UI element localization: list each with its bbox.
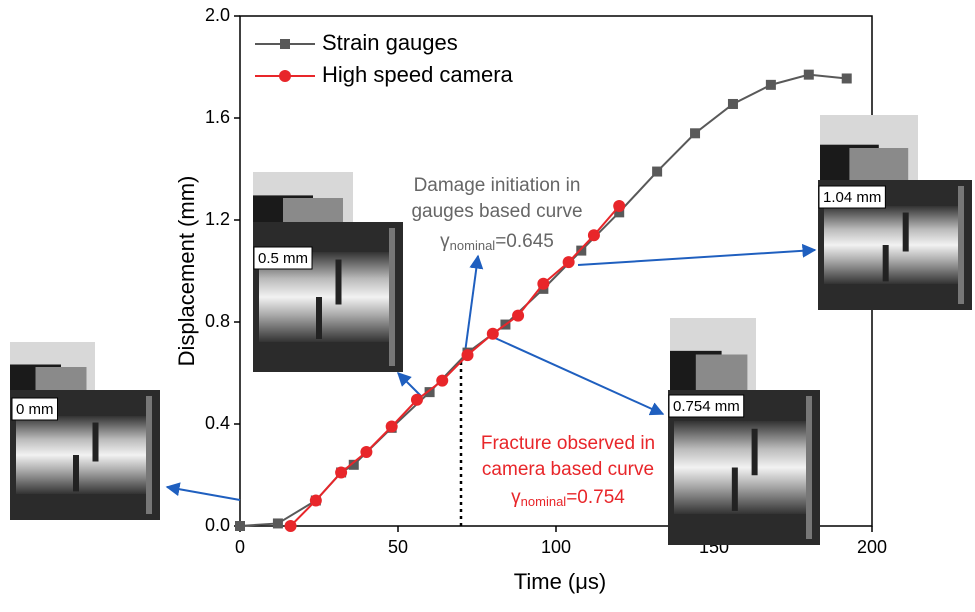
annotation-line: Damage initiation in [414,175,581,196]
image-top-speckle [283,198,343,224]
annotation-line: Fracture observed in [481,433,655,454]
image-notch [731,467,738,511]
marker [512,309,525,322]
annotation-gamma: γnominal=0.754 [511,487,625,509]
specimen-image: 0.754 mm [668,318,820,545]
image-label: 0.5 mm [258,250,308,267]
pointer-arrow [165,482,241,501]
marker [486,327,499,340]
image-notch [751,428,758,476]
marker [690,128,701,139]
y-tick-label: 0.0 [205,515,230,535]
image-label: 0 mm [16,401,54,418]
marker [652,166,663,177]
y-tick-label: 0.8 [205,311,230,331]
y-tick-label: 1.2 [205,209,230,229]
legend-label: High speed camera [322,62,514,87]
marker [436,374,449,387]
value: =0.754 [566,487,625,508]
marker [424,387,435,398]
marker [587,229,600,242]
marker [410,393,423,406]
marker [576,245,587,256]
subscript: nominal [521,494,567,509]
marker [360,446,373,459]
image-label-box [818,185,886,209]
image-band [674,421,808,514]
image-notch [335,259,342,305]
image-label-box [11,397,58,421]
x-tick-label: 100 [541,537,571,557]
image-band [16,416,148,494]
marker [309,494,322,507]
symbol: γ [440,231,450,252]
marker [614,207,625,218]
image-notch [882,245,889,282]
annotation-gamma: γnominal=0.645 [440,231,554,253]
marker [537,277,550,290]
pointer-arrow [577,243,817,266]
legend-marker [280,39,290,49]
marker [385,420,398,433]
image-notch [902,212,909,252]
annotation-line: gauges based curve [411,201,582,222]
image-label-box [253,246,313,270]
marker [335,466,348,479]
x-axis-label: Time (μs) [514,569,607,594]
value: =0.645 [495,231,554,252]
marker [235,521,245,531]
marker [613,199,626,212]
image-notch [92,422,99,462]
y-axis-label: Displacement (mm) [174,176,199,367]
marker [348,459,359,470]
pointer-arrow [463,254,484,361]
x-tick-label: 50 [388,537,408,557]
image-notch [316,297,322,339]
image-band [824,206,960,284]
marker [562,256,575,269]
image-edge [146,396,152,514]
specimen-image: 0 mm [10,342,160,520]
pointer-arrow [397,372,422,397]
specimen-image: 0.5 mm [253,172,403,372]
annotation-line: camera based curve [482,459,654,480]
x-tick-label: 0 [235,537,245,557]
marker [272,518,283,529]
marker [461,349,474,362]
image-label-box [668,394,745,418]
subscript: nominal [450,238,496,253]
y-tick-label: 1.6 [205,107,230,127]
image-edge [958,186,964,304]
y-tick-label: 0.4 [205,413,230,433]
marker [841,73,852,84]
marker [803,69,814,80]
x-tick-label: 200 [857,537,887,557]
y-tick-label: 2.0 [205,5,230,25]
image-notch [73,455,79,492]
marker [284,520,297,532]
pointer-arrow [494,337,665,416]
fracture-annotation: Fracture observed in camera based curve … [481,433,655,509]
damage-annotation: Damage initiation in gauges based curve … [411,175,582,253]
symbol: γ [511,487,521,508]
legend-marker [279,70,291,82]
specimen-image: 1.04 mm [818,115,972,310]
legend-label: Strain gauges [322,30,458,55]
image-edge [389,228,395,366]
image-label: 0.754 mm [673,398,740,415]
image-top-speckle [35,367,87,392]
marker [765,79,776,90]
image-top-speckle [849,148,909,181]
marker [727,98,738,109]
image-edge [806,396,812,539]
image-label: 1.04 mm [823,189,881,206]
image-top-speckle [695,354,748,391]
